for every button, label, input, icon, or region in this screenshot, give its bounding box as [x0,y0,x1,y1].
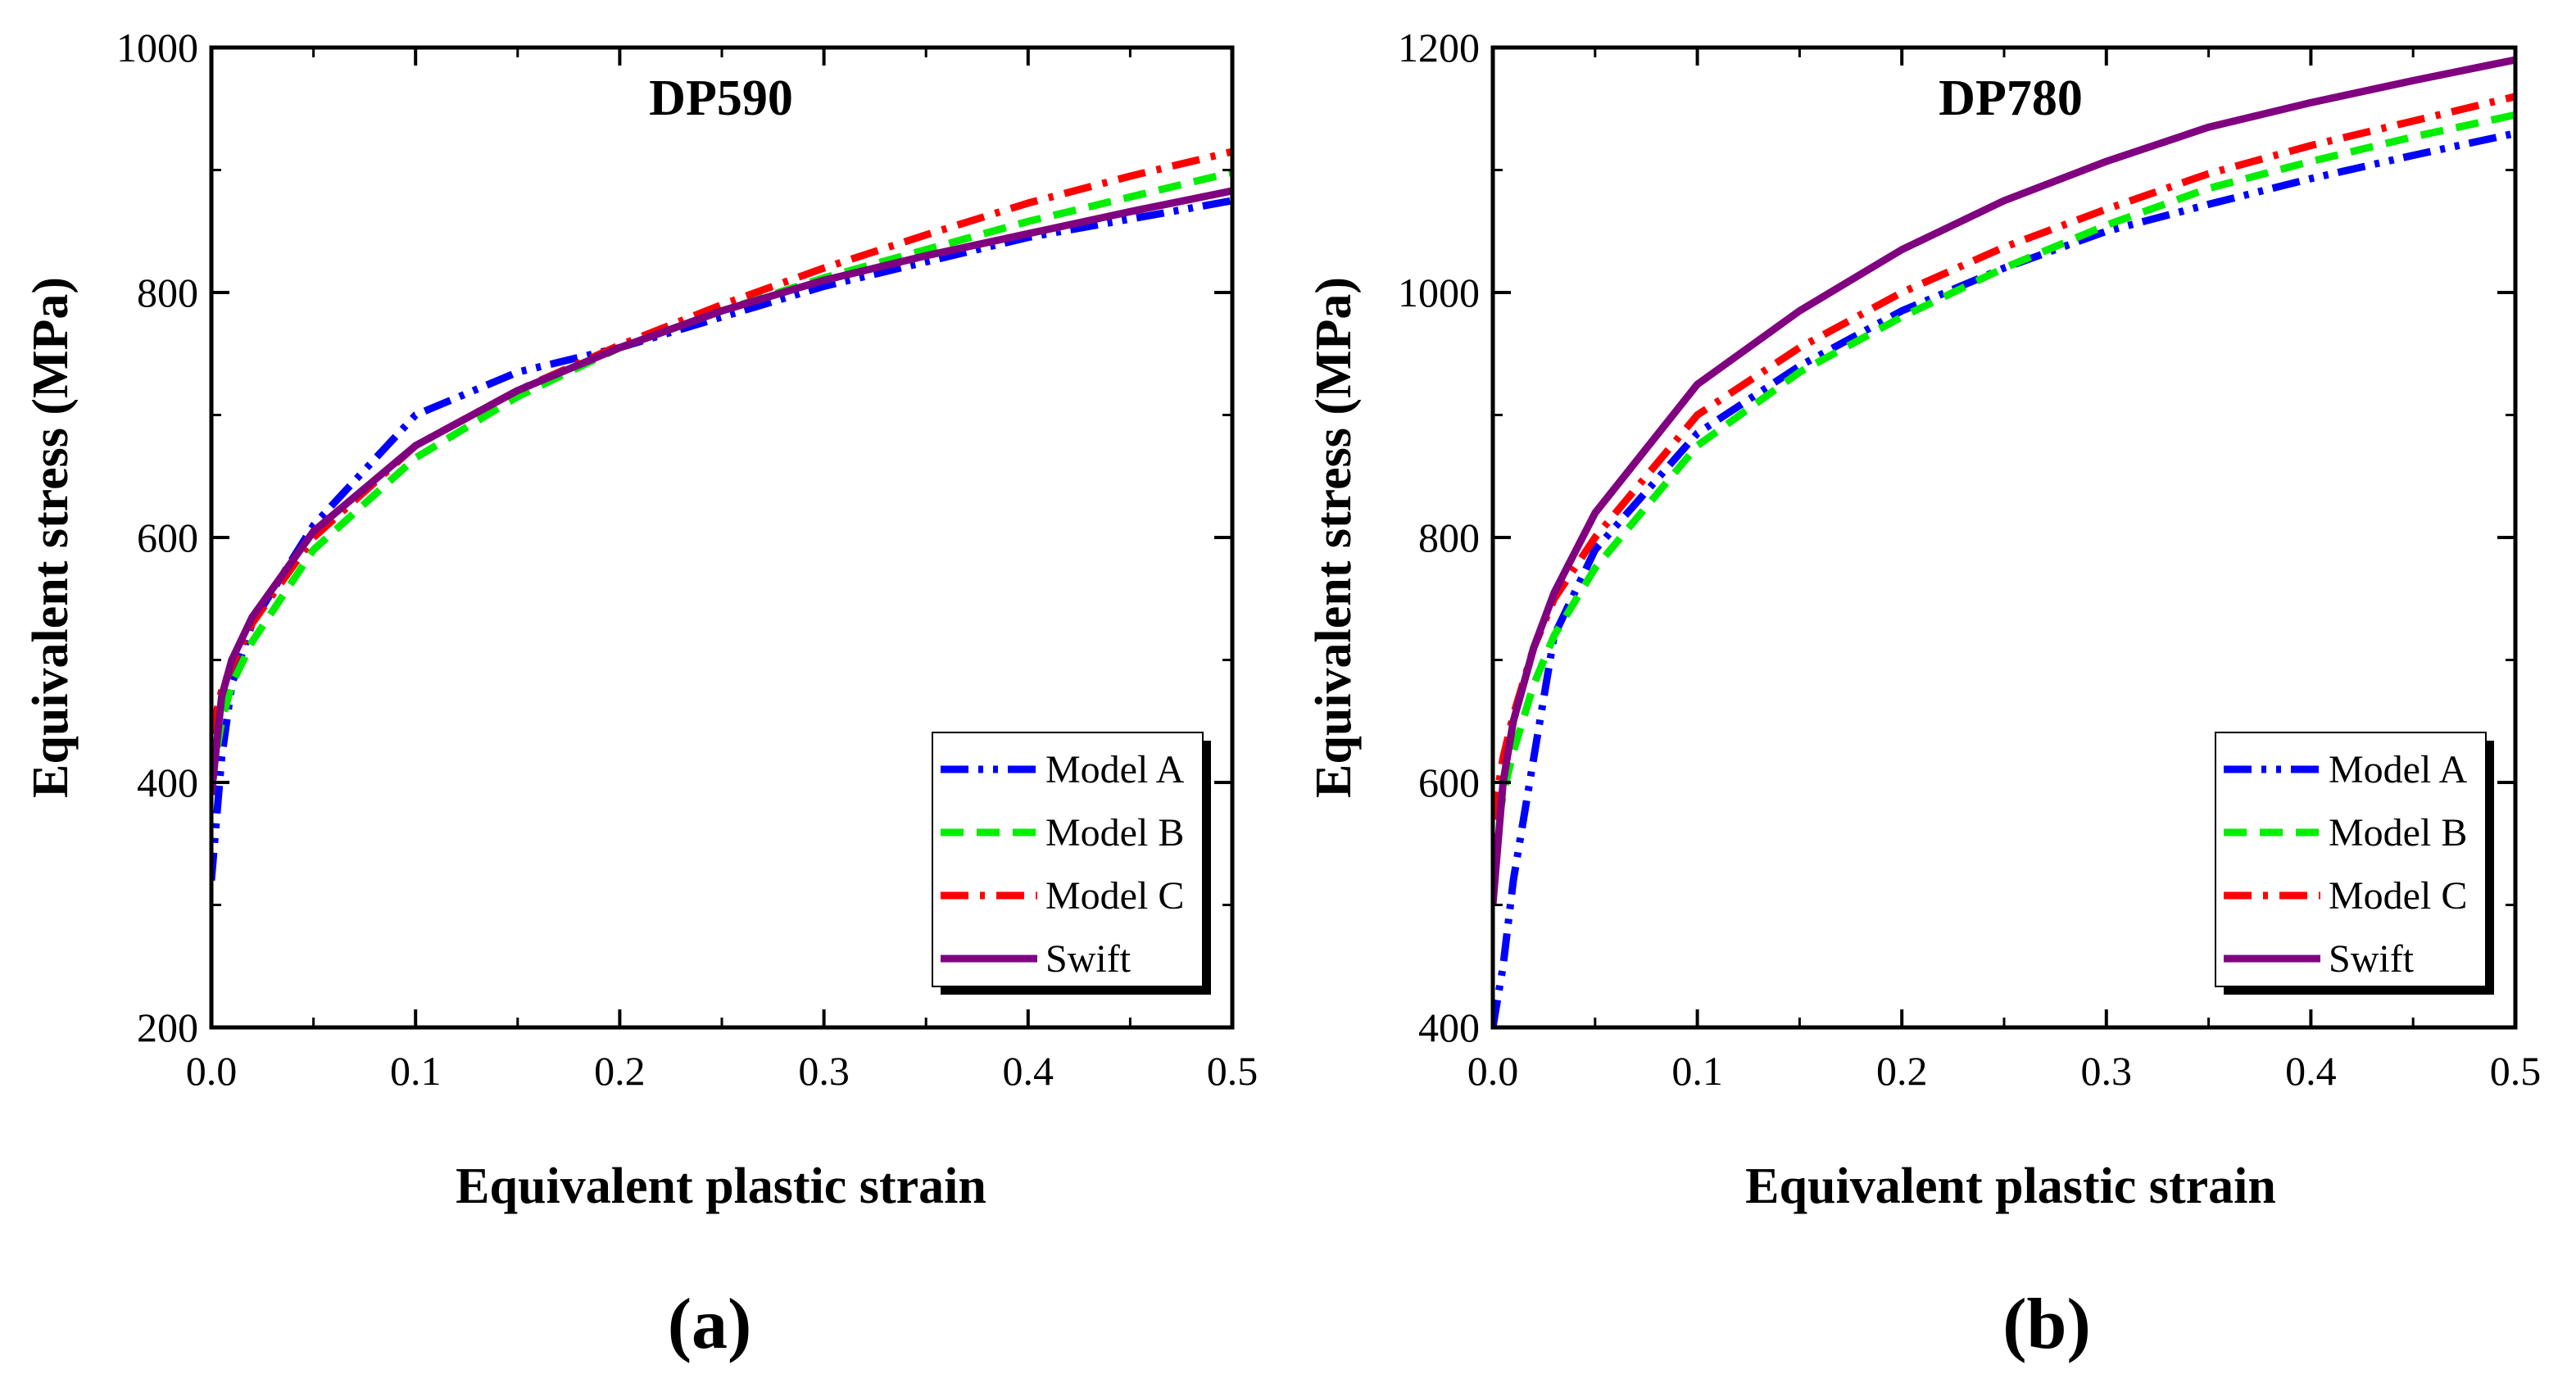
legend-label: Model B [1045,811,1184,855]
x-tick-label: 0.5 [2490,1048,2542,1094]
y-tick-label: 1200 [1398,25,1480,70]
x-tick-label: 0.5 [1207,1048,1259,1094]
x-tick-label: 0.1 [1671,1048,1723,1094]
legend-label: Swift [2329,937,2415,981]
legend-label: Model C [2329,874,2467,918]
x-axis-label-dp590: Equivalent plastic strain [456,1159,986,1214]
y-tick-label: 600 [137,515,198,560]
legend-label: Model A [1045,748,1185,791]
legend-label: Model A [2329,748,2468,791]
y-axis-label-dp780: Equivalent stress (MPa) [1306,277,1362,798]
x-tick-label: 0.2 [1876,1048,1928,1094]
y-tick-label: 1000 [116,25,198,70]
chart-panel-dp590: (a) DP590 Equivalent plastic strain Equi… [23,25,1258,1364]
x-tick-label: 0.1 [390,1048,442,1094]
chart-title-dp780: DP780 [1939,70,2083,126]
x-tick-label: 0.3 [2081,1048,2133,1094]
series-line-model-b [1493,111,2515,857]
y-tick-label: 400 [137,760,198,805]
y-tick-label: 400 [1418,1004,1480,1050]
x-tick-label: 0.4 [1003,1048,1054,1094]
series-line-model-a [1493,129,2515,1027]
y-tick-label: 800 [1418,515,1480,560]
x-tick-label: 0.4 [2285,1048,2337,1094]
legend-box [932,732,1204,987]
series-line-swift [211,187,1232,796]
series-line-swift [1493,56,2515,905]
legend-box [2215,732,2487,987]
x-axis-label-dp780: Equivalent plastic strain [1745,1159,2276,1214]
legend-label: Swift [1045,937,1132,981]
panel-label-a: (a) [668,1285,752,1364]
x-tick-label: 0.0 [186,1048,238,1094]
chart-title-dp590: DP590 [649,70,793,126]
x-tick-label: 0.2 [594,1048,646,1094]
y-axis-label-dp590: Equivalent stress (MPa) [23,277,79,798]
x-tick-label: 0.0 [1467,1048,1519,1094]
y-tick-label: 600 [1418,760,1480,805]
chart-panel-dp780: (b) DP780 Equivalent plastic strain Equi… [1306,25,2541,1364]
y-tick-label: 1000 [1398,270,1480,315]
legend-label: Model B [2329,811,2467,855]
y-tick-label: 800 [137,270,198,315]
x-tick-label: 0.3 [798,1048,850,1094]
panel-label-b: (b) [2002,1285,2091,1364]
y-tick-label: 200 [137,1004,198,1050]
legend-label: Model C [1045,874,1184,918]
